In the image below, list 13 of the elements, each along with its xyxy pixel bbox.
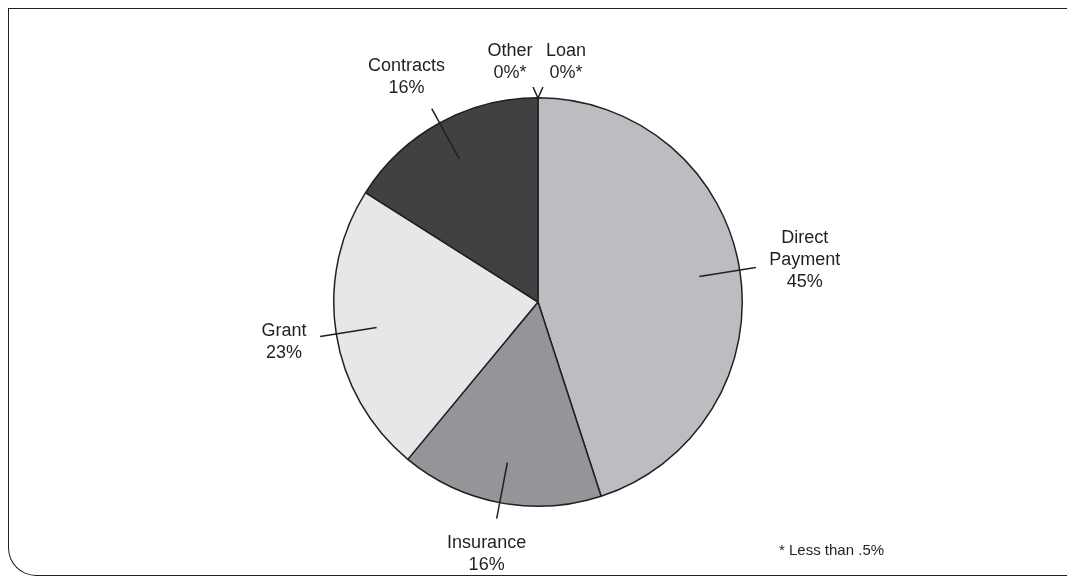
data-label: 16% <box>468 554 505 575</box>
text: 0%* <box>493 61 527 82</box>
text: 0%* <box>549 61 583 82</box>
slice-label: Insurance <box>447 532 527 553</box>
data-label: 45% <box>786 271 823 292</box>
category-label: Loan <box>545 39 587 60</box>
slice-label: Grant <box>261 320 307 341</box>
category-label: Other <box>487 39 533 60</box>
slice-label: Direct Payment <box>769 227 841 270</box>
text: * Less than .5% <box>779 541 885 559</box>
slice-label: Contracts <box>367 55 445 76</box>
data-label: 23% <box>266 342 303 363</box>
data-label: 16% <box>388 77 425 98</box>
